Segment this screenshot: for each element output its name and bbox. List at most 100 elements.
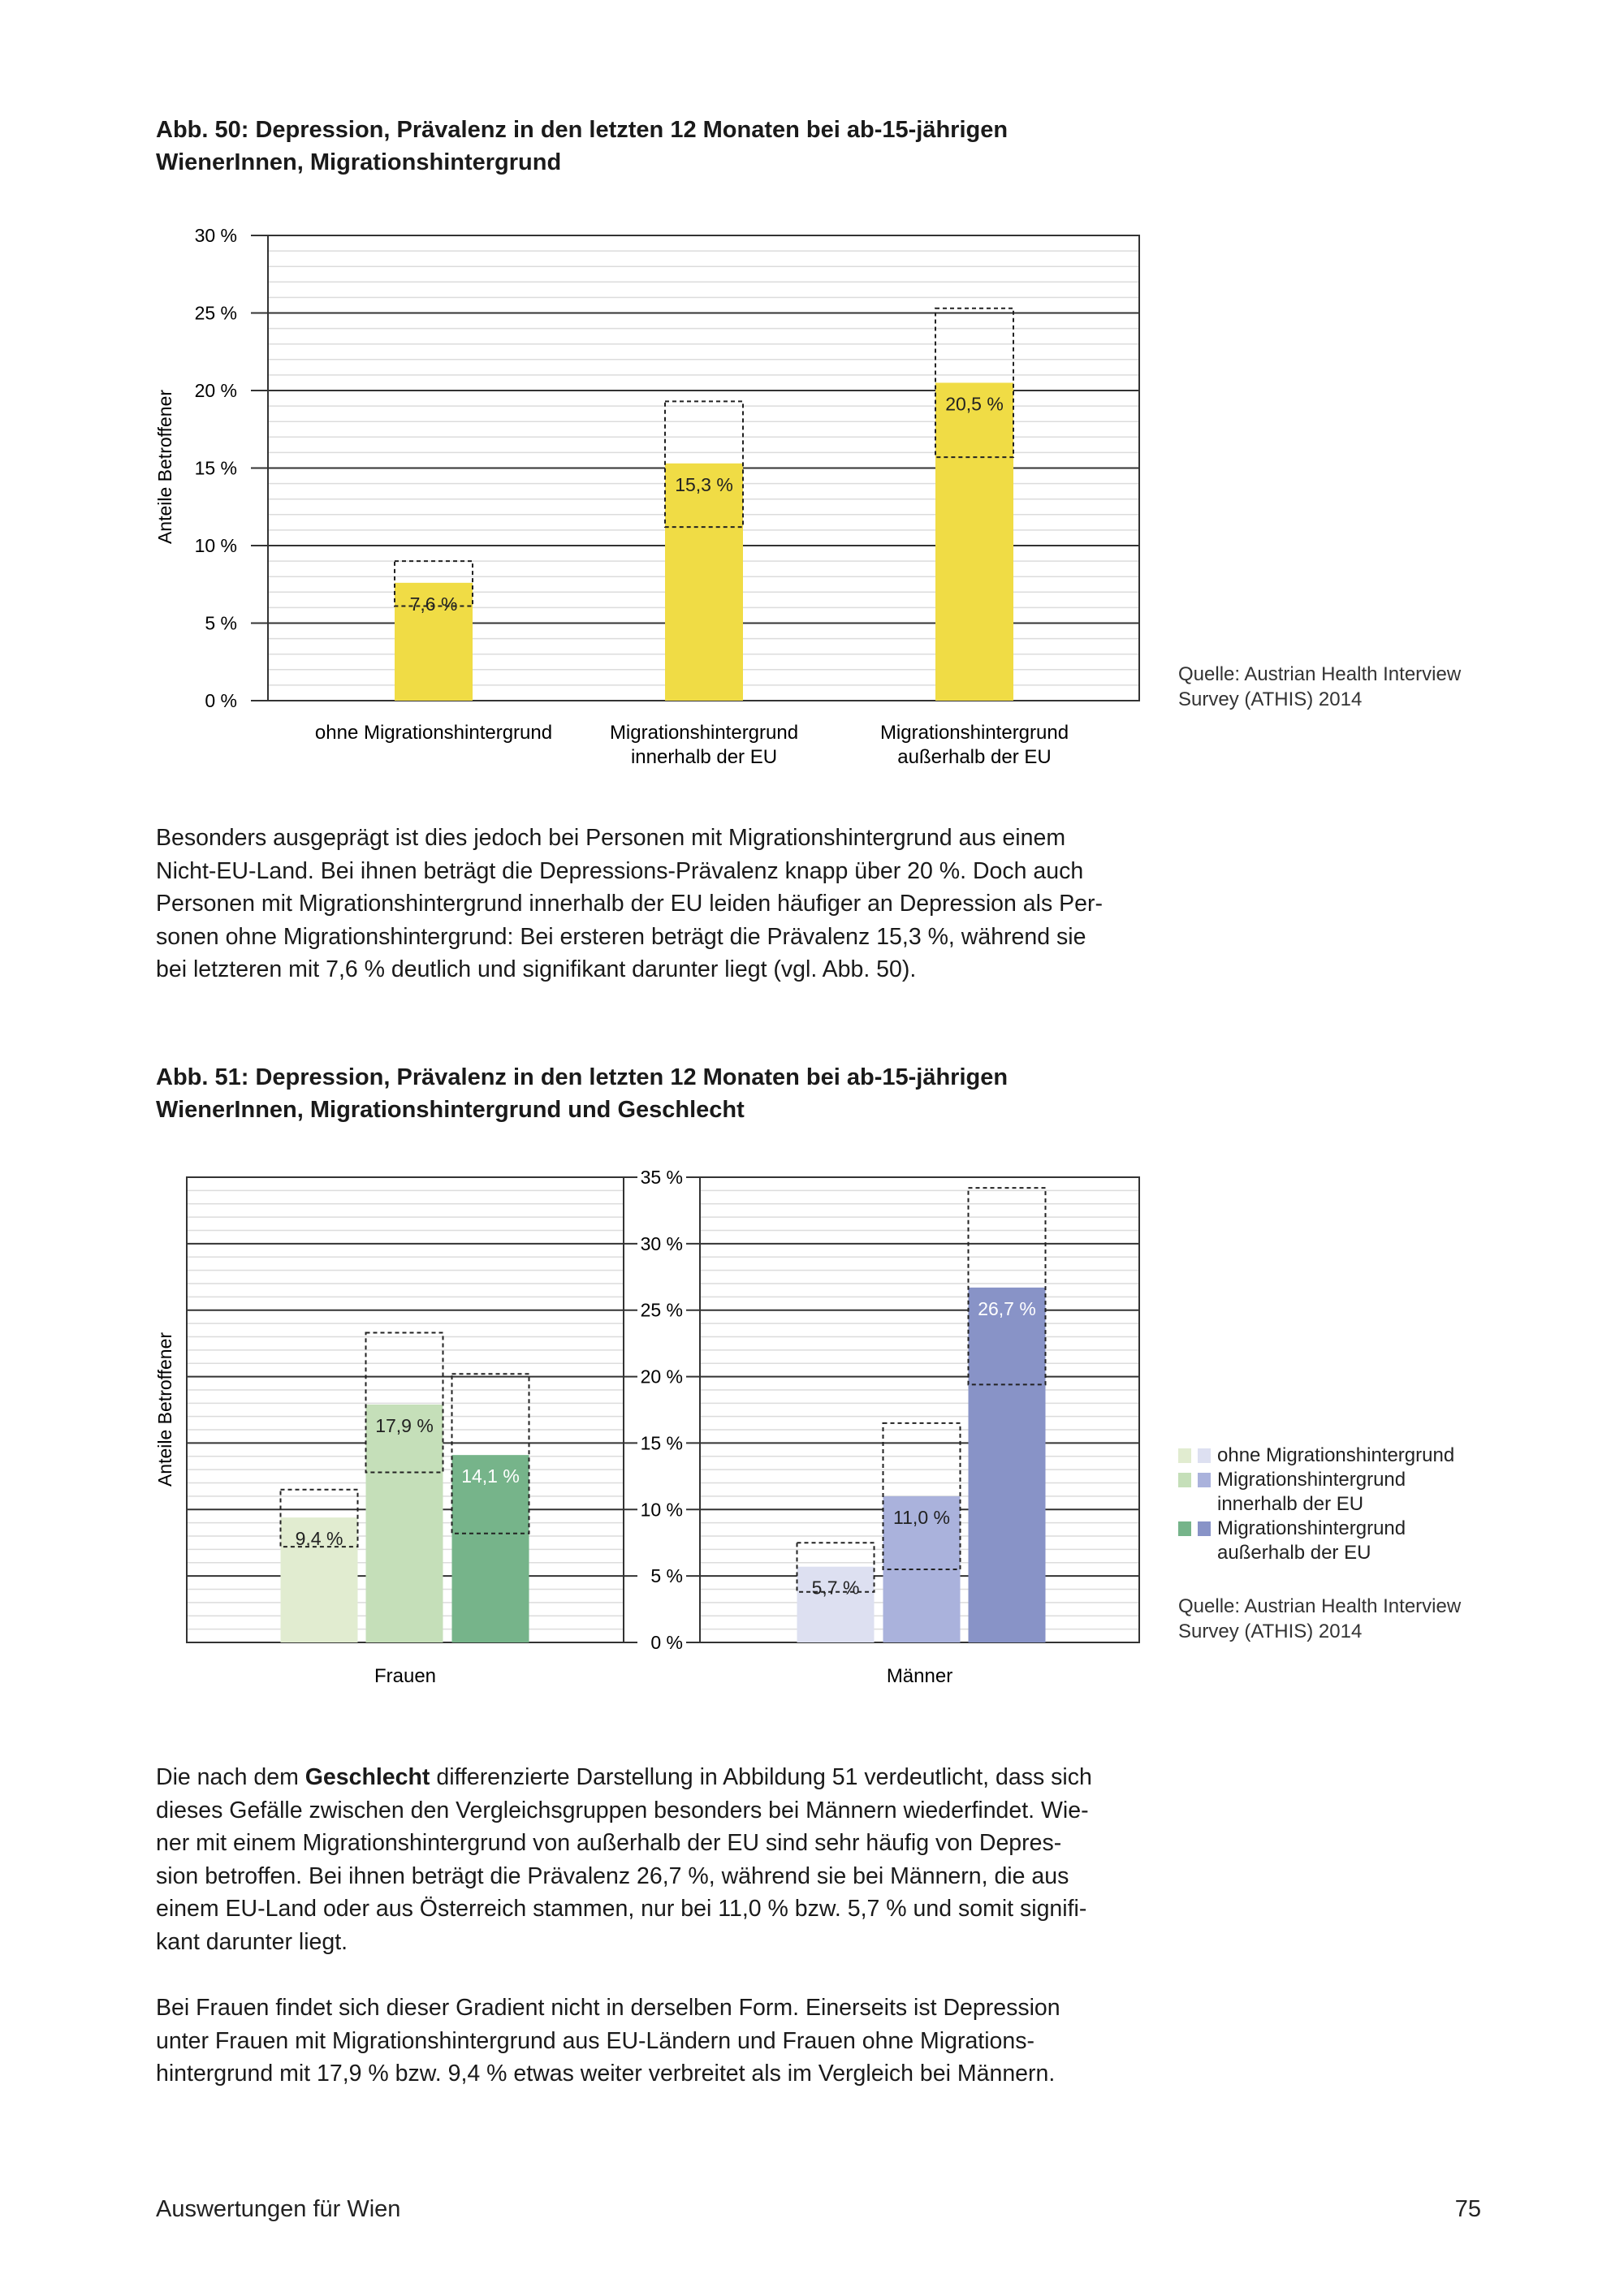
- confidence-interval: [882, 1422, 961, 1570]
- text-line: dieses Gefälle zwischen den Vergleichsgr…: [156, 1797, 1089, 1823]
- y-axis-label: Anteile Betroffener: [154, 390, 175, 544]
- bar-value-label: 15,3 %: [675, 474, 733, 495]
- chart-legend: ohne Migrationshintergrund Migrationshin…: [1178, 1444, 1454, 1565]
- y-tick-label: 5 %: [650, 1565, 683, 1586]
- text-line: unter Frauen mit Migrationshintergrund a…: [156, 2027, 1034, 2054]
- confidence-interval: [967, 1187, 1047, 1386]
- legend-label-line: ohne Migrationshintergrund: [1217, 1444, 1455, 1466]
- confidence-interval: [935, 307, 1014, 459]
- text-line: Personen mit Migrationshintergrund inner…: [156, 891, 1103, 917]
- legend-label-line: innerhalb der EU: [1217, 1493, 1364, 1515]
- title-line: Abb. 51: Depression, Prävalenz in den le…: [156, 1064, 1009, 1090]
- confidence-interval: [279, 1488, 359, 1548]
- paragraph-1: Besonders ausgeprägt ist dies jedoch bei…: [156, 822, 1212, 986]
- y-tick-label: 0 %: [205, 690, 237, 711]
- confidence-interval: [664, 400, 744, 529]
- y-tick-label: 15 %: [641, 1432, 683, 1453]
- y-tick-label: 35 %: [641, 1167, 683, 1188]
- bar-value-label: 26,7 %: [978, 1298, 1036, 1319]
- title-line: WienerInnen, Migrationshintergrund: [156, 149, 562, 175]
- legend-item: ohne Migrationshintergrund: [1178, 1444, 1454, 1468]
- text-line: Besonders ausgeprägt ist dies jedoch bei…: [156, 825, 1066, 851]
- bar-value-label: 5,7 %: [812, 1577, 860, 1599]
- text-line: einem EU-Land oder aus Österreich stamme…: [156, 1896, 1087, 1923]
- legend-swatch-green: [1178, 1521, 1191, 1536]
- bar-value-label: 17,9 %: [375, 1415, 434, 1436]
- text-line: Bei Frauen findet sich dieser Gradient n…: [156, 1995, 1060, 2021]
- y-tick-label: 15 %: [195, 458, 237, 479]
- bar: [395, 582, 473, 701]
- bold-term: Geschlecht: [304, 1764, 430, 1790]
- page-number: 75: [1454, 2196, 1481, 2222]
- y-tick-label: 25 %: [641, 1300, 683, 1321]
- text-line: bei letzteren mit 7,6 % deutlich und sig…: [156, 956, 917, 983]
- x-category-label: innerhalb der EU: [631, 746, 777, 768]
- panel-label: Frauen: [374, 1665, 436, 1687]
- confidence-interval: [394, 560, 473, 607]
- bar-value-label: 7,6 %: [410, 593, 458, 615]
- text-line: Nicht-EU-Land. Bei ihnen beträgt die Dep…: [156, 857, 1084, 884]
- footer-title: Auswertungen für Wien: [156, 2196, 401, 2222]
- legend-swatch-green: [1178, 1448, 1191, 1463]
- y-tick-label: 0 %: [650, 1632, 683, 1653]
- legend-swatch-blue: [1198, 1473, 1211, 1487]
- text-segment: differenzierte Darstellung in Abbildung …: [430, 1764, 1092, 1790]
- text-line: hintergrund mit 17,9 % bzw. 9,4 % etwas …: [156, 2061, 1056, 2087]
- source-line: Quelle: Austrian Health Interview: [1178, 663, 1462, 685]
- legend-swatch-green: [1178, 1473, 1191, 1487]
- x-category-label: außerhalb der EU: [897, 746, 1051, 768]
- confidence-interval: [796, 1542, 875, 1593]
- bar: [365, 1404, 443, 1642]
- title-line: Abb. 50: Depression, Prävalenz in den le…: [156, 117, 1009, 143]
- legend-label-line: Migrationshintergrund: [1217, 1517, 1406, 1539]
- x-category-label: ohne Migrationshintergrund: [315, 722, 552, 744]
- bar-value-label: 14,1 %: [461, 1465, 520, 1487]
- bar: [665, 463, 743, 701]
- y-tick-label: 30 %: [195, 225, 237, 246]
- chart-abb-51: 9,4 % 17,9 % 14,1 % Frauen 5,7 % 11,0 % 26,7 %…: [154, 1167, 1140, 1687]
- bar: [968, 1287, 1046, 1642]
- bar-value-label: 20,5 %: [945, 393, 1004, 414]
- bar: [797, 1566, 875, 1642]
- source-line: Quelle: Austrian Health Interview: [1178, 1595, 1462, 1617]
- title-line: WienerInnen, Migrationshintergrund und G…: [156, 1097, 745, 1123]
- legend-item: Migrationshintergrund außerhalb der EU: [1178, 1517, 1454, 1565]
- bar: [935, 382, 1013, 701]
- y-tick-label: 25 %: [195, 303, 237, 324]
- bar-value-label: 11,0 %: [893, 1507, 950, 1528]
- panel-label: Männer: [887, 1665, 952, 1687]
- bar: [451, 1455, 529, 1642]
- chart-abb-50: 0 % 5 % 10 % 15 % 20 % 25 % 30 % Anteile Betrof…: [154, 225, 1140, 768]
- source-line: Survey (ATHIS) 2014: [1178, 1621, 1363, 1642]
- text-line: ner mit einem Migrationshintergrund von …: [156, 1830, 1062, 1857]
- y-tick-label: 20 %: [195, 380, 237, 401]
- x-category-label: Migrationshintergrund: [880, 722, 1069, 744]
- paragraph-3: Bei Frauen findet sich dieser Gradient n…: [156, 1992, 1212, 2091]
- legend-swatch-blue: [1198, 1521, 1211, 1536]
- text-line: Die nach dem Geschlecht differenzierte D…: [156, 1761, 1212, 1794]
- legend-label: Migrationshintergrund außerhalb der EU: [1217, 1517, 1406, 1565]
- figure-50-source: Quelle: Austrian Health Interview Survey…: [1178, 662, 1519, 712]
- legend-item: Migrationshintergrund innerhalb der EU: [1178, 1468, 1454, 1517]
- y-tick-label: 10 %: [195, 535, 237, 556]
- figure-51-source: Quelle: Austrian Health Interview Survey…: [1178, 1594, 1519, 1644]
- y-tick-label: 10 %: [641, 1499, 683, 1520]
- paragraph-2: Die nach dem Geschlecht differenzierte D…: [156, 1761, 1212, 1959]
- figure-50-title: Abb. 50: Depression, Prävalenz in den le…: [156, 114, 1212, 179]
- bar: [280, 1517, 358, 1642]
- confidence-interval: [451, 1373, 530, 1534]
- y-tick-label: 20 %: [641, 1366, 683, 1388]
- bar-value-label: 9,4 %: [296, 1528, 343, 1549]
- source-line: Survey (ATHIS) 2014: [1178, 688, 1363, 710]
- text-line: sonen ohne Migrationshintergrund: Bei er…: [156, 923, 1086, 950]
- text-line: kant darunter liegt.: [156, 1928, 348, 1955]
- y-tick-label: 5 %: [205, 613, 237, 634]
- figure-51-title: Abb. 51: Depression, Prävalenz in den le…: [156, 1061, 1212, 1126]
- legend-label: Migrationshintergrund innerhalb der EU: [1217, 1468, 1406, 1517]
- y-tick-label: 30 %: [641, 1233, 683, 1254]
- text-segment: Die nach dem: [156, 1764, 305, 1790]
- text-line: sion betroffen. Bei ihnen beträgt die Pr…: [156, 1862, 1069, 1889]
- legend-label-line: außerhalb der EU: [1217, 1542, 1371, 1564]
- confidence-interval: [365, 1331, 444, 1474]
- x-category-label: Migrationshintergrund: [610, 722, 798, 744]
